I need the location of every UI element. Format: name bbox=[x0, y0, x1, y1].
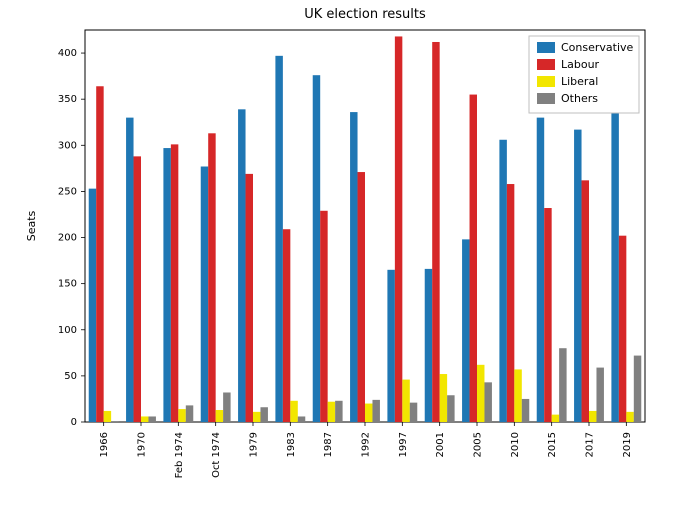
x-tick-label: 1987 bbox=[323, 432, 334, 457]
x-tick-label: 1992 bbox=[361, 432, 372, 457]
y-tick-label: 300 bbox=[58, 140, 77, 151]
y-axis-label: Seats bbox=[25, 210, 38, 241]
x-tick-label: 1966 bbox=[99, 432, 110, 457]
x-tick-label: 1970 bbox=[137, 432, 148, 457]
bar bbox=[260, 407, 267, 422]
x-tick-label: 1979 bbox=[249, 432, 260, 457]
y-tick-label: 50 bbox=[64, 371, 77, 382]
bar bbox=[432, 42, 439, 422]
bar bbox=[350, 112, 357, 422]
bar bbox=[559, 348, 566, 422]
bar-chart: 0 50 100 150 200 250 300 350 400 Seats UK election… bbox=[0, 0, 675, 520]
y-tick-label: 100 bbox=[58, 325, 77, 336]
bar bbox=[484, 382, 491, 422]
x-tick-label: 2017 bbox=[585, 432, 596, 457]
bar bbox=[596, 368, 603, 422]
bar bbox=[246, 174, 253, 422]
bar bbox=[96, 86, 103, 422]
y-tick-label: 400 bbox=[58, 48, 77, 59]
x-tick-label: Oct 1974 bbox=[211, 432, 222, 478]
bar bbox=[358, 172, 365, 422]
bar bbox=[186, 405, 193, 422]
bar bbox=[582, 180, 589, 422]
x-tick-label: 1997 bbox=[398, 432, 409, 457]
bar bbox=[611, 85, 618, 422]
bar bbox=[552, 415, 559, 422]
bar bbox=[275, 56, 282, 422]
bar bbox=[425, 269, 432, 422]
bar bbox=[410, 403, 417, 422]
x-tick-label: Feb 1974 bbox=[174, 432, 185, 478]
bar bbox=[328, 402, 335, 422]
bar bbox=[223, 392, 230, 422]
bar bbox=[619, 236, 626, 422]
x-tick-label: 2010 bbox=[510, 432, 521, 457]
bar bbox=[477, 365, 484, 422]
bar bbox=[402, 380, 409, 422]
legend-swatch bbox=[537, 93, 555, 104]
bar bbox=[335, 401, 342, 422]
bar bbox=[283, 229, 290, 422]
y-tick-label: 0 bbox=[71, 417, 77, 428]
chart-container: 0 50 100 150 200 250 300 350 400 Seats UK election… bbox=[0, 0, 675, 520]
bar bbox=[298, 416, 305, 422]
bar bbox=[395, 36, 402, 422]
y-tick-label: 200 bbox=[58, 233, 77, 244]
chart-title: UK election results bbox=[304, 7, 426, 22]
bar bbox=[208, 133, 215, 422]
bar bbox=[447, 395, 454, 422]
bar bbox=[178, 409, 185, 422]
legend-label: Others bbox=[561, 92, 598, 105]
y-tick-label: 250 bbox=[58, 186, 77, 197]
bar bbox=[290, 401, 297, 422]
bar bbox=[372, 400, 379, 422]
bar bbox=[537, 118, 544, 422]
bar bbox=[574, 130, 581, 422]
bar bbox=[440, 374, 447, 422]
bar bbox=[201, 167, 208, 422]
bar bbox=[589, 411, 596, 422]
legend-label: Conservative bbox=[561, 41, 634, 54]
x-tick-label: 2019 bbox=[622, 432, 633, 457]
y-tick-label: 150 bbox=[58, 279, 77, 290]
bar bbox=[387, 270, 394, 422]
x-tick-label: 2015 bbox=[547, 432, 558, 457]
bar bbox=[126, 118, 133, 422]
bar bbox=[134, 156, 141, 422]
bar bbox=[253, 412, 260, 422]
bar bbox=[216, 410, 223, 422]
bar bbox=[148, 416, 155, 422]
legend-swatch bbox=[537, 42, 555, 53]
bar bbox=[320, 211, 327, 422]
bar bbox=[626, 412, 633, 422]
legend-swatch bbox=[537, 76, 555, 87]
legend-label: Liberal bbox=[561, 75, 598, 88]
bar bbox=[104, 411, 111, 422]
bar bbox=[544, 208, 551, 422]
bar bbox=[499, 140, 506, 422]
bar bbox=[514, 369, 521, 422]
bar bbox=[365, 404, 372, 422]
bar bbox=[141, 416, 148, 422]
legend-label: Labour bbox=[561, 58, 600, 71]
bar bbox=[522, 399, 529, 422]
bar bbox=[470, 95, 477, 422]
x-tick-label: 2001 bbox=[435, 432, 446, 457]
bar bbox=[238, 109, 245, 422]
legend-swatch bbox=[537, 59, 555, 70]
bar bbox=[111, 421, 118, 422]
x-tick-label: 1983 bbox=[286, 432, 297, 457]
bar bbox=[163, 148, 170, 422]
bar bbox=[89, 189, 96, 422]
y-tick-label: 350 bbox=[58, 94, 77, 105]
bar bbox=[171, 144, 178, 422]
bar bbox=[634, 356, 641, 422]
bar bbox=[462, 239, 469, 422]
bar bbox=[507, 184, 514, 422]
bar bbox=[313, 75, 320, 422]
x-tick-label: 2005 bbox=[473, 432, 484, 457]
